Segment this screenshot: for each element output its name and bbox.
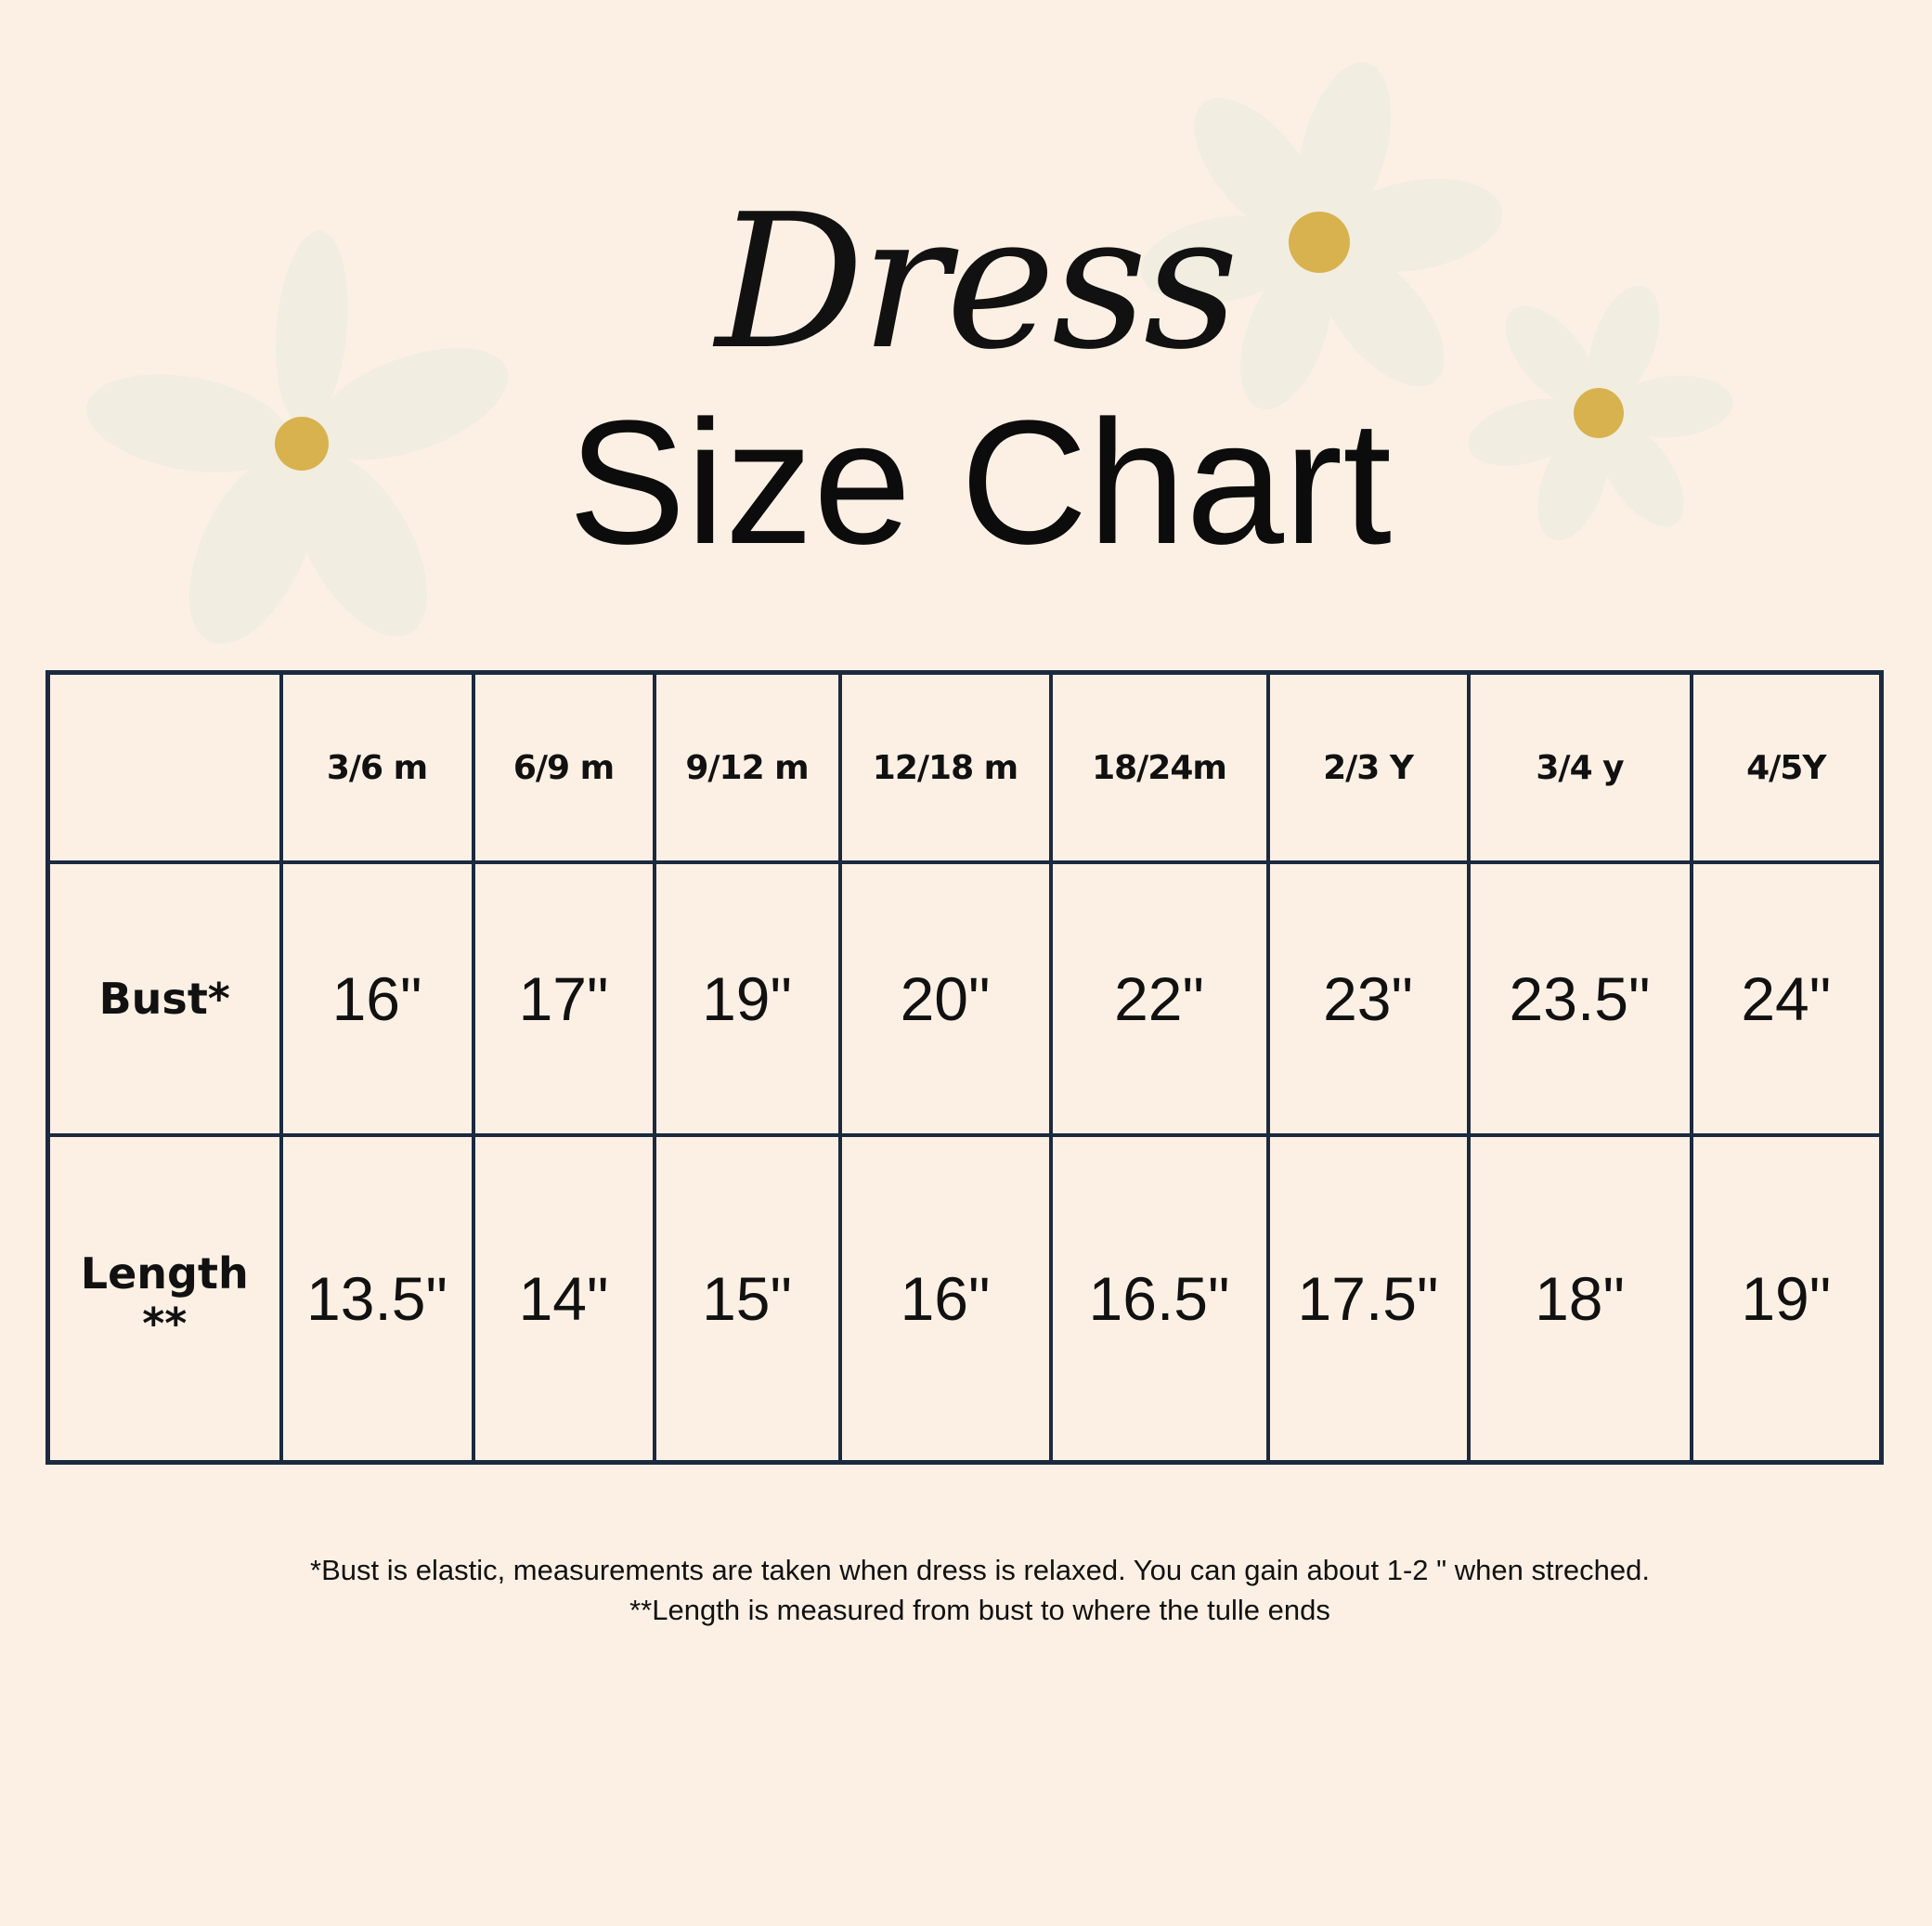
table-row-length: Length ** 13.5" 14" 15" 16" 16.5" 17.5" 1… xyxy=(45,1133,1884,1465)
row-label-marker: ** xyxy=(142,1299,188,1349)
page-title: Size Chart xyxy=(567,384,1392,581)
daisy-icon-top-right xyxy=(1140,62,1503,409)
table-cell: 20" xyxy=(837,860,1053,1137)
table-cell: 24" xyxy=(1689,860,1884,1137)
header-cell: 18/24m xyxy=(1048,670,1270,864)
table-cell: 16" xyxy=(279,860,475,1137)
table-cell: 16.5" xyxy=(1048,1133,1270,1465)
table-cell: 16" xyxy=(837,1133,1053,1465)
row-label-text: Bust* xyxy=(98,974,230,1024)
footnote-length: **Length is measured from bust to where … xyxy=(629,1594,1330,1626)
header-row: 3/6 m 6/9 m 9/12 m 12/18 m 18/24m 2/3 Y … xyxy=(45,670,1884,864)
table-cell: 19" xyxy=(652,860,842,1137)
footnote-bust: *Bust is elastic, measurements are taken… xyxy=(310,1554,1650,1586)
row-label: Bust* xyxy=(45,860,283,1137)
header-cell: 6/9 m xyxy=(471,670,656,864)
table-cell: 17" xyxy=(471,860,656,1137)
table-cell: 17.5" xyxy=(1265,1133,1471,1465)
row-label: Length ** xyxy=(45,1133,283,1465)
header-cell: 3/4 y xyxy=(1466,670,1693,864)
table-row-bust: Bust* 16" 17" 19" 20" 22" 23" 23.5" 24" xyxy=(45,860,1884,1137)
header-cell: 9/12 m xyxy=(652,670,842,864)
header-cell xyxy=(45,670,283,864)
header-cell: 4/5Y xyxy=(1689,670,1884,864)
table-cell: 14" xyxy=(471,1133,656,1465)
header-cell: 12/18 m xyxy=(837,670,1053,864)
daisy-icon-small xyxy=(1468,285,1733,541)
header-cell: 3/6 m xyxy=(279,670,475,864)
footnotes: *Bust is elastic, measurements are taken… xyxy=(0,1550,1932,1630)
table-cell: 18" xyxy=(1466,1133,1693,1465)
table-cell: 23" xyxy=(1265,860,1471,1137)
daisy-icon-left xyxy=(86,230,509,644)
title-script: Dress xyxy=(715,175,1239,391)
table-cell: 13.5" xyxy=(279,1133,475,1465)
size-table: 3/6 m 6/9 m 9/12 m 12/18 m 18/24m 2/3 Y … xyxy=(45,670,1884,1465)
table-cell: 19" xyxy=(1689,1133,1884,1465)
header-cell: 2/3 Y xyxy=(1265,670,1471,864)
table-cell: 15" xyxy=(652,1133,842,1465)
table-cell: 22" xyxy=(1048,860,1270,1137)
table-cell: 23.5" xyxy=(1466,860,1693,1137)
row-label-text: Length xyxy=(80,1248,249,1299)
